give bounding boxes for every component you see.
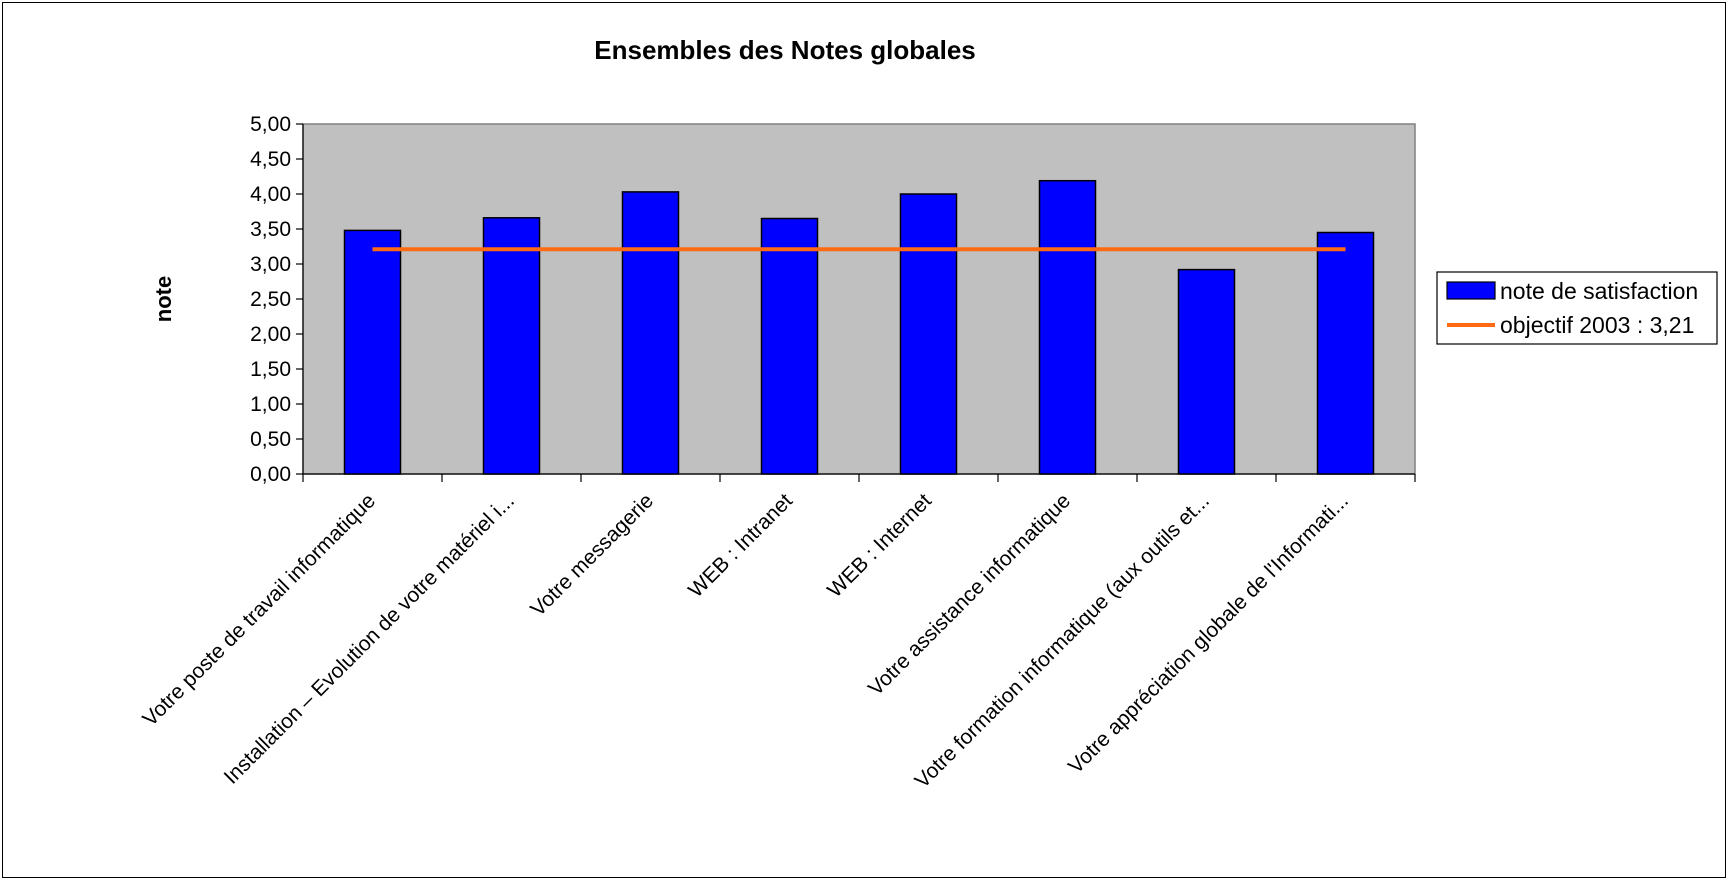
y-tick-label: 4,00 [250,183,291,206]
category-label: WEB : Internet [823,489,936,602]
bar [1316,231,1375,475]
chart-svg: Ensembles des Notes globales note 0,000,… [138,35,1718,793]
y-tick-label: 1,00 [250,393,291,416]
y-tick-label: 2,00 [250,323,291,346]
y-tick-label: 5,00 [250,113,291,136]
category-label: Votre messagerie [526,489,658,621]
bar [621,191,680,475]
bar [760,217,819,475]
y-tick-label: 4,50 [250,148,291,171]
y-tick-label: 3,50 [250,218,291,241]
bar [1177,268,1236,475]
y-tick-label: 0,50 [250,428,291,451]
bar [899,193,958,475]
legend-label-bar: note de satisfaction [1500,278,1698,304]
y-tick-label: 1,50 [250,358,291,381]
y-tick-label: 2,50 [250,288,291,311]
legend-swatch-bar [1446,281,1496,300]
bar [1038,179,1097,475]
y-tick-label: 0,00 [250,463,291,486]
category-label: Votre poste de travail informatique [138,489,380,731]
bar [343,229,402,475]
y-tick-label: 3,00 [250,253,291,276]
y-axis-label: note [151,276,176,322]
chart-title: Ensembles des Notes globales [594,35,975,65]
category-label: Votre formation informatique (aux outils… [911,489,1214,792]
category-label: Votre appréciation globale de l'Informat… [1064,489,1353,778]
category-label: WEB : Intranet [684,489,797,602]
plot-area: 0,00 0,50 1,00 1,50 2,00 2,50 3,00 3,50 4,00 4,50… [138,113,1416,793]
legend-label-line: objectif 2003 : 3,21 [1500,312,1694,338]
plot-background [302,123,1416,475]
legend: note de satisfaction objectif 2003 : 3,21 [1436,271,1718,345]
bar [482,217,541,475]
category-label: Installation – Evolution de votre matéri… [220,489,519,788]
